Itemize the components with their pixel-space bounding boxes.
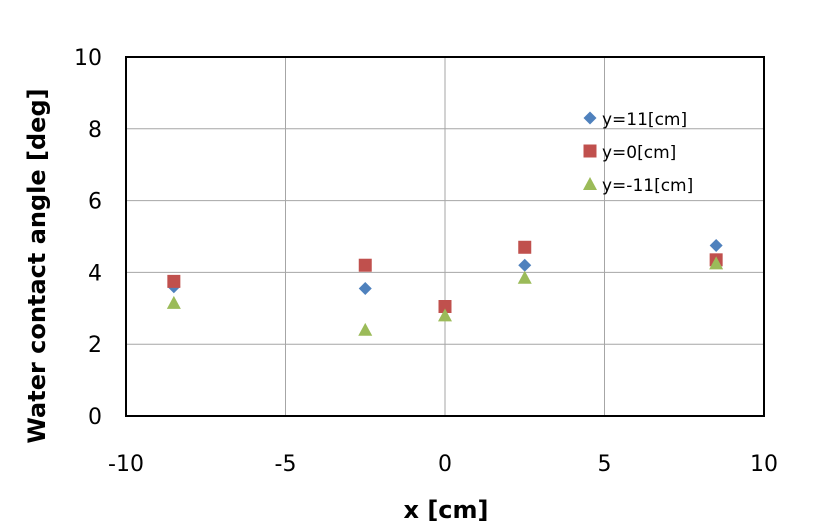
x-tick-label: -5 [275, 452, 297, 477]
data-point-diamond [709, 238, 723, 252]
data-point-triangle [438, 308, 452, 322]
x-tick-label: 5 [598, 452, 612, 477]
y-tick-label: 10 [74, 46, 102, 71]
data-point-square [167, 274, 181, 288]
series-2 [166, 256, 724, 336]
legend: y=11[cm] y=0[cm] y=-11[cm] [583, 110, 693, 196]
x-tick-label: 0 [438, 452, 452, 477]
legend-item: y=11[cm] [583, 110, 687, 130]
data-point-triangle [517, 270, 532, 284]
y-tick-labels: 0 2 4 6 8 10 [74, 46, 102, 430]
plot-area [125, 56, 765, 417]
data-point-triangle [358, 322, 373, 336]
x-axis-title: x [cm] [403, 496, 488, 524]
legend-label: y=0[cm] [602, 143, 676, 163]
y-tick-label: 4 [88, 261, 102, 286]
legend-label: y=11[cm] [602, 110, 687, 130]
x-tick-label: 10 [750, 452, 778, 477]
x-tick-labels: -10 -5 0 5 10 [108, 452, 778, 477]
x-tick-label: -10 [108, 452, 144, 477]
y-tick-label: 6 [88, 190, 102, 215]
data-point-diamond [518, 258, 532, 272]
data-point-square [438, 300, 452, 314]
y-tick-label: 0 [88, 405, 102, 430]
y-tick-label: 8 [88, 118, 102, 143]
legend-marker-diamond [583, 111, 597, 125]
legend-marker-square [583, 144, 597, 158]
y-tick-label: 2 [88, 333, 102, 358]
y-axis-title: Water contact angle [deg] [23, 88, 51, 443]
data-point-square [358, 258, 372, 272]
legend-item: y=-11[cm] [583, 176, 693, 196]
data-point-square [518, 240, 532, 254]
data-points [166, 238, 724, 336]
data-point-triangle [166, 295, 181, 309]
data-point-triangle [709, 256, 724, 270]
legend-item: y=0[cm] [583, 143, 676, 163]
data-point-diamond [358, 282, 372, 296]
legend-marker-triangle [583, 177, 597, 190]
legend-label: y=-11[cm] [602, 176, 693, 196]
